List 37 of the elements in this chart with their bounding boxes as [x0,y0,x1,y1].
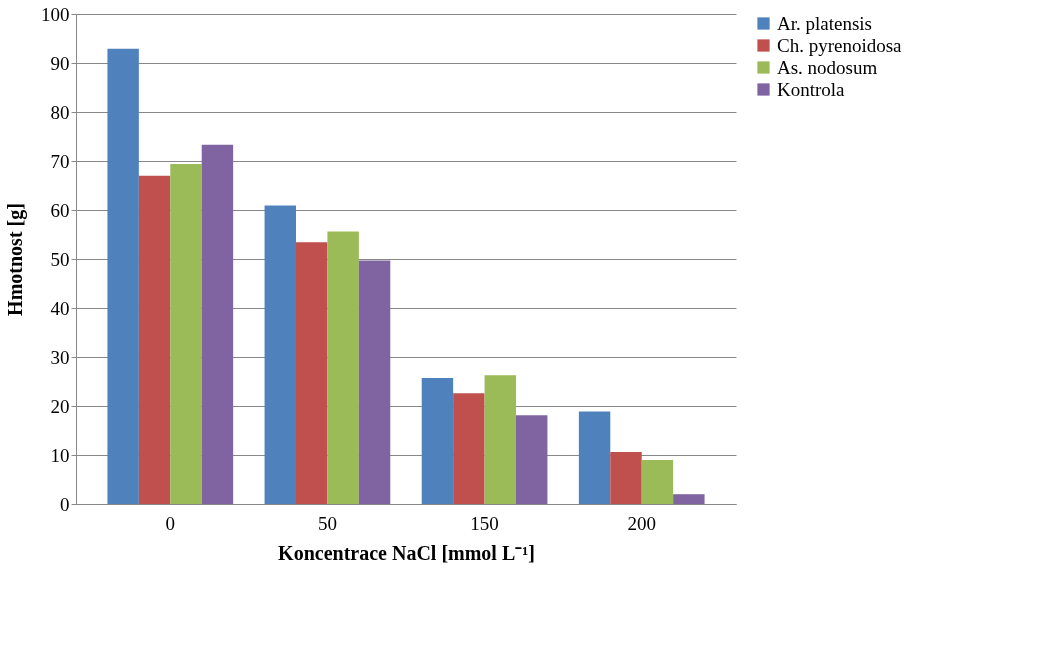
bar [641,459,674,504]
bar [610,452,642,504]
y-tick-label: 10 [50,444,70,466]
bar [296,242,328,504]
x-tick-label: 0 [165,512,176,534]
y-tick-label: 90 [50,52,70,74]
y-tick-label: 80 [50,101,70,123]
bar [673,494,705,504]
bar [327,231,359,504]
bar [516,415,548,504]
y-axis-title: Hmotnost [g] [4,203,27,316]
y-tick-label: 30 [50,346,70,368]
x-axis-title: Koncentrace NaCl [mmol L⁻¹] [278,541,535,564]
bar [138,175,171,504]
bar [421,378,454,504]
legend-label: Ch. pyrenoidosa [777,34,903,56]
legend-label: Ar. platensis [777,12,872,34]
bar [578,411,611,504]
y-tick-label: 0 [60,493,70,515]
bar [107,48,139,504]
y-tick-label: 100 [41,3,70,25]
bar [264,205,296,504]
bar [484,375,516,504]
y-tick-label: 70 [50,150,70,172]
bar [358,260,391,504]
x-tick-label: 50 [317,512,337,534]
bar [201,144,234,504]
legend-label: As. nodosum [777,56,878,78]
legend-label: Kontrola [777,78,846,100]
y-tick-label: 40 [50,297,70,319]
y-tick-label: 50 [50,248,70,270]
y-tick-label: 60 [50,199,70,221]
bar [170,163,202,504]
x-tick-label: 200 [627,512,656,534]
x-tick-label: 150 [470,512,499,534]
y-tick-label: 20 [50,395,70,417]
bar [453,393,485,504]
